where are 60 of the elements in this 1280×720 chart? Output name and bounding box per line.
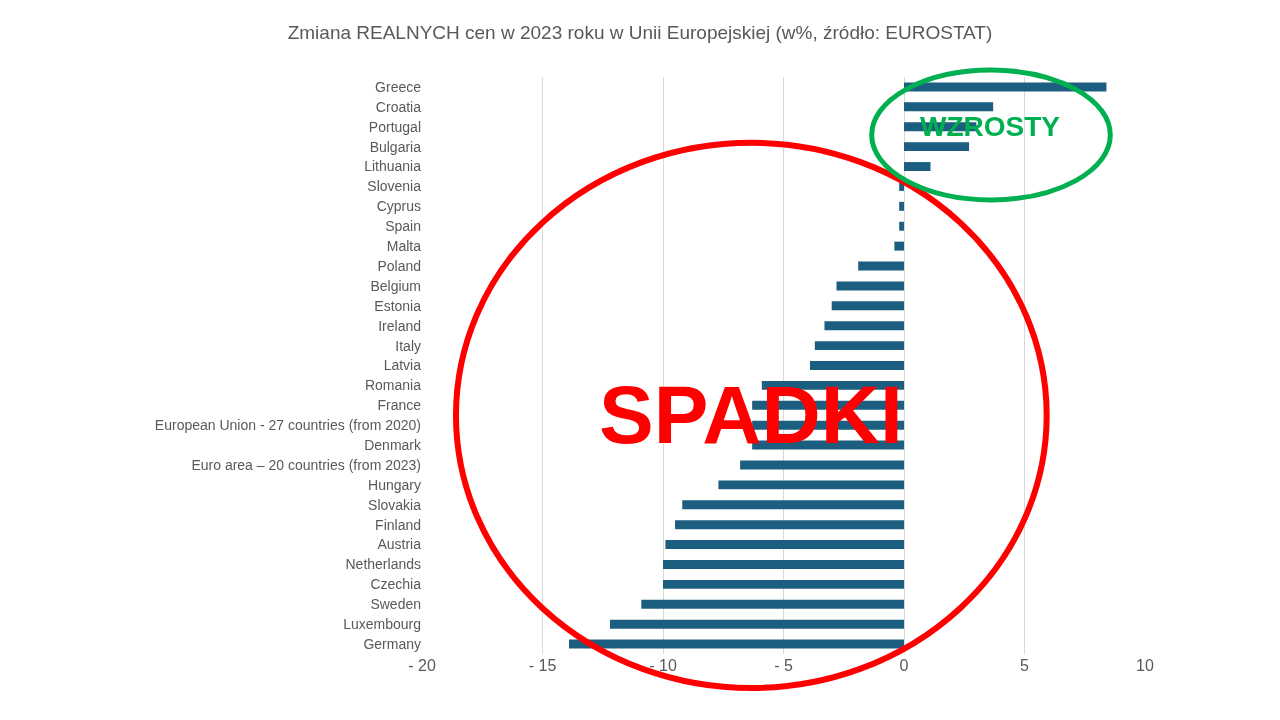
y-tick-label: Austria [377, 536, 422, 553]
bar [836, 281, 904, 291]
x-tick-label: 10 [1136, 657, 1154, 674]
bar [858, 261, 904, 271]
y-tick-label: Portugal [368, 118, 421, 135]
y-tick-label: Czechia [370, 576, 422, 593]
y-tick-label: Hungary [368, 476, 421, 493]
x-tick-label: 5 [1020, 657, 1030, 674]
y-tick-label: Lithuania [364, 158, 422, 175]
y-tick-label: Spain [385, 218, 421, 235]
x-tick-label: 0 [899, 657, 909, 674]
bar [663, 559, 904, 569]
y-tick-label: France [377, 397, 422, 414]
bar [904, 162, 931, 172]
bar [899, 201, 904, 211]
y-tick-label: Bulgaria [369, 138, 422, 155]
y-tick-label: Estonia [374, 297, 422, 314]
y-tick-label: Slovakia [368, 496, 422, 513]
y-tick-label: Cyprus [376, 198, 421, 215]
bar [569, 639, 904, 649]
bar [904, 142, 970, 152]
y-tick-label: Greece [375, 78, 422, 95]
bar [682, 500, 904, 510]
bar [665, 540, 904, 550]
bar [718, 480, 904, 490]
annotation: WZROSTY [920, 111, 1061, 142]
y-tick-label: Romania [364, 377, 422, 394]
bar [641, 599, 904, 609]
x-tick-label: - 15 [528, 657, 557, 674]
bar [824, 321, 904, 331]
y-tick-label: Malta [386, 238, 422, 255]
y-tick-label: Euro area – 20 countries (from 2023) [191, 456, 421, 473]
bar [810, 361, 904, 370]
bar [814, 341, 904, 351]
bar [831, 301, 904, 311]
bar [899, 221, 904, 231]
x-tick-label: - 20 [408, 657, 436, 674]
y-tick-label: Croatia [375, 98, 422, 115]
bar [609, 619, 904, 629]
annotation: SPADKI [599, 369, 903, 460]
bar [894, 241, 904, 251]
bar [675, 520, 904, 530]
y-tick-label: Slovenia [367, 178, 422, 195]
y-tick-label: Latvia [383, 357, 422, 374]
y-tick-label: Luxembourg [343, 616, 421, 633]
y-tick-label: Germany [363, 635, 421, 652]
bar [663, 579, 904, 589]
y-tick-label: Ireland [378, 317, 421, 334]
bar [904, 102, 994, 112]
x-tick-label: - 5 [774, 657, 793, 674]
y-tick-label: Belgium [370, 277, 421, 294]
y-tick-label: Finland [375, 516, 421, 533]
y-tick-label: Netherlands [345, 556, 421, 573]
y-tick-label: European Union - 27 countries (from 2020) [154, 417, 421, 434]
y-tick-label: Poland [377, 257, 421, 274]
chart-title: Zmiana REALNYCH cen w 2023 roku w Unii Europejskiej (w%, źródło: EUROSTAT) [287, 22, 993, 44]
x-tick-label: - 10 [649, 657, 677, 674]
y-tick-label: Sweden [370, 596, 421, 613]
y-tick-label: Denmark [364, 436, 422, 453]
y-tick-label: Italy [395, 337, 421, 354]
